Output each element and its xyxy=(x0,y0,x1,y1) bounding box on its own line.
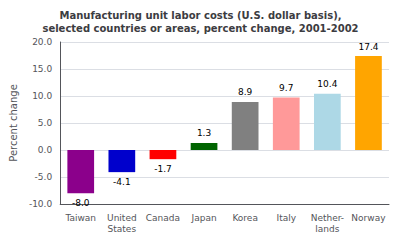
svg-text:10.4: 10.4 xyxy=(317,79,337,89)
svg-text:Taiwan: Taiwan xyxy=(64,213,96,223)
svg-text:9.7: 9.7 xyxy=(279,83,293,93)
svg-text:Canada: Canada xyxy=(146,213,180,223)
svg-text:-1.7: -1.7 xyxy=(154,164,172,174)
svg-text:Italy: Italy xyxy=(276,213,296,223)
svg-text:-5.0: -5.0 xyxy=(35,172,53,182)
svg-text:20.0: 20.0 xyxy=(32,37,52,47)
svg-text:17.4: 17.4 xyxy=(358,42,378,52)
svg-text:States: States xyxy=(108,224,137,234)
svg-text:Norway: Norway xyxy=(351,213,386,223)
svg-text:15.0: 15.0 xyxy=(32,64,52,74)
svg-text:1.3: 1.3 xyxy=(197,128,211,138)
svg-text:Korea: Korea xyxy=(232,213,258,223)
svg-text:10.0: 10.0 xyxy=(32,91,52,101)
svg-text:-10.0: -10.0 xyxy=(29,199,53,209)
svg-text:United: United xyxy=(107,213,137,223)
svg-text:0.0: 0.0 xyxy=(38,145,53,155)
svg-text:lands: lands xyxy=(315,224,339,234)
svg-text:-8.0: -8.0 xyxy=(72,198,90,208)
svg-text:Japan: Japan xyxy=(190,213,216,223)
svg-text:-4.1: -4.1 xyxy=(113,177,131,187)
svg-text:Manufacturing unit labor costs: Manufacturing unit labor costs (U.S. dol… xyxy=(59,10,341,21)
svg-text:selected countries or areas, p: selected countries or areas, percent cha… xyxy=(42,23,358,34)
svg-text:Percent change: Percent change xyxy=(8,84,19,162)
svg-text:Nether-: Nether- xyxy=(311,213,344,223)
svg-text:5.0: 5.0 xyxy=(38,118,53,128)
svg-text:8.9: 8.9 xyxy=(238,87,253,97)
